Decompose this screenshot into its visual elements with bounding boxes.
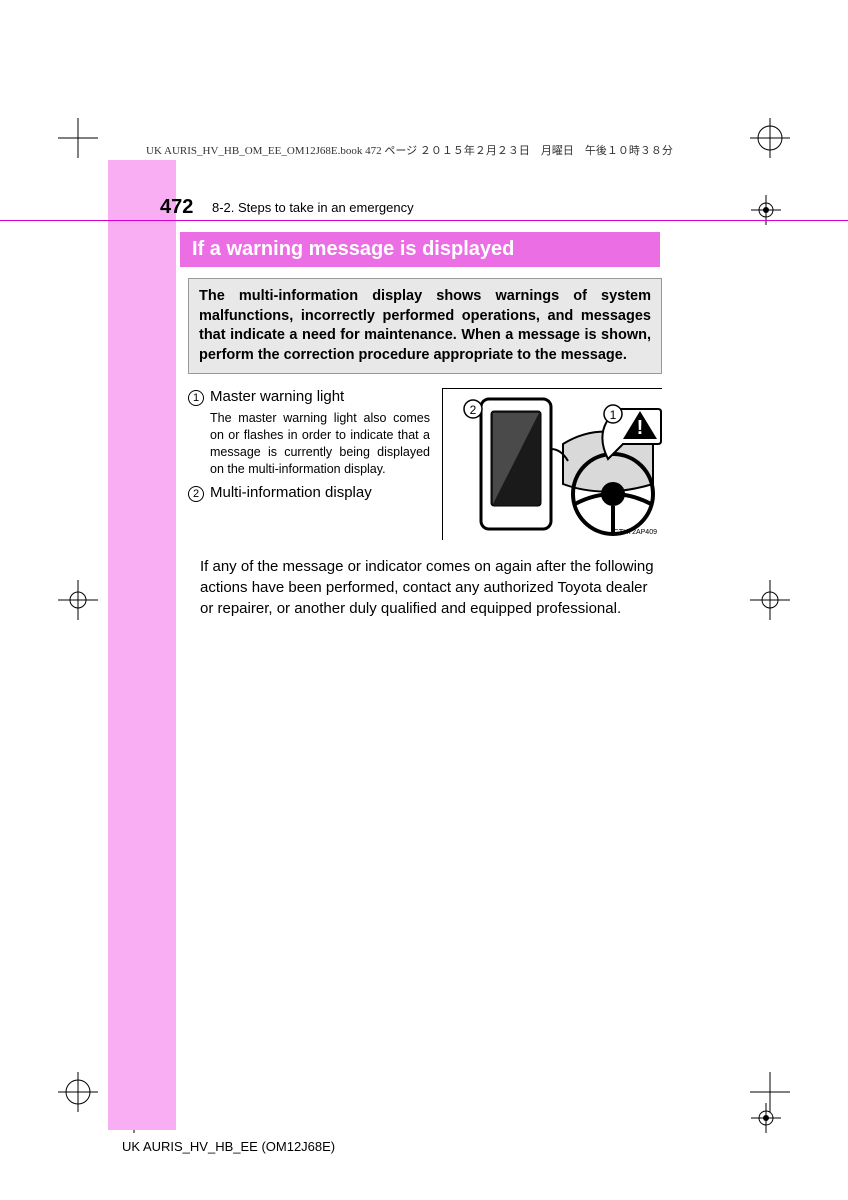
crop-target-icon xyxy=(746,1098,786,1138)
crop-mark xyxy=(750,118,790,158)
header-meta-text: UK AURIS_HV_HB_OM_EE_OM12J68E.book 472 ペ… xyxy=(146,142,673,158)
item-title: Multi-information display xyxy=(210,484,372,501)
intro-summary-box: The multi-information display shows warn… xyxy=(188,278,662,374)
footer-document-id: UK AURIS_HV_HB_EE (OM12J68E) xyxy=(122,1139,335,1154)
page-number: 472 xyxy=(160,196,193,219)
svg-text:2: 2 xyxy=(470,403,477,417)
item-title: Master warning light xyxy=(210,388,344,405)
crop-target-icon xyxy=(746,190,786,230)
list-item: 1 Master warning light xyxy=(188,388,430,406)
svg-text:!: ! xyxy=(637,417,644,439)
list-item: 2 Multi-information display xyxy=(188,484,430,502)
svg-text:1: 1 xyxy=(610,408,617,422)
item-number-badge: 2 xyxy=(188,486,204,502)
followup-paragraph: If any of the message or indicator comes… xyxy=(200,556,662,619)
item-description: The master warning light also comes on o… xyxy=(210,410,430,478)
section-label: 8-2. Steps to take in an emergency xyxy=(212,200,414,215)
item-number-badge: 1 xyxy=(188,390,204,406)
image-reference-code: CTH72AP409 xyxy=(614,529,657,536)
crop-mark xyxy=(58,1072,98,1112)
content-row: 1 Master warning light The master warnin… xyxy=(188,388,662,540)
side-tab-bar xyxy=(108,160,176,1130)
page-title: If a warning message is displayed xyxy=(180,232,660,267)
crop-mark xyxy=(750,580,790,620)
header-rule xyxy=(0,220,848,221)
crop-mark xyxy=(58,580,98,620)
text-column: 1 Master warning light The master warnin… xyxy=(188,388,430,540)
crop-mark xyxy=(58,118,98,158)
dashboard-diagram: ! 1 2 CTH72AP409 xyxy=(442,388,662,540)
